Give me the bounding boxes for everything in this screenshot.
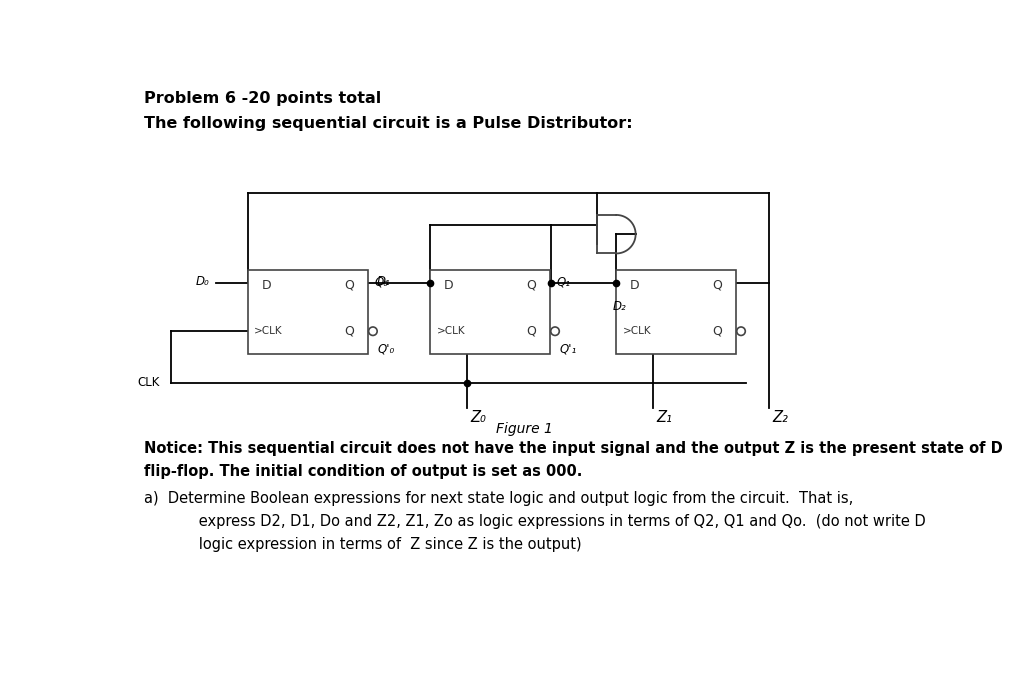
Text: D: D [444, 279, 454, 292]
Text: >CLK: >CLK [623, 326, 651, 336]
Text: Q: Q [526, 325, 537, 338]
Text: D₀: D₀ [196, 276, 209, 289]
Text: Z₁: Z₁ [656, 409, 673, 425]
Text: Z₂: Z₂ [772, 409, 787, 425]
Text: Problem 6 -20 points total: Problem 6 -20 points total [143, 91, 381, 106]
Text: Q₁: Q₁ [557, 276, 570, 289]
Text: D₁: D₁ [376, 276, 390, 289]
Text: D: D [630, 279, 640, 292]
Text: Figure 1: Figure 1 [497, 422, 553, 436]
Text: >CLK: >CLK [254, 326, 283, 336]
Circle shape [369, 327, 377, 335]
Text: logic expression in terms of  Z since Z is the output): logic expression in terms of Z since Z i… [171, 537, 582, 552]
Text: CLK: CLK [137, 376, 160, 389]
Text: Z₀: Z₀ [471, 409, 486, 425]
Text: The following sequential circuit is a Pulse Distributor:: The following sequential circuit is a Pu… [143, 116, 632, 130]
Circle shape [551, 327, 559, 335]
Bar [248, 270, 369, 355]
Text: Q: Q [713, 325, 722, 338]
Text: Q'₁: Q'₁ [560, 342, 577, 355]
Text: Q'₀: Q'₀ [378, 342, 395, 355]
Text: a)  Determine Boolean expressions for next state logic and output logic from the: a) Determine Boolean expressions for nex… [143, 491, 853, 506]
Text: Q: Q [344, 325, 354, 338]
Bar [430, 270, 550, 355]
Text: >CLK: >CLK [436, 326, 465, 336]
Text: D: D [262, 279, 271, 292]
Text: Q: Q [344, 279, 354, 292]
Text: Q: Q [526, 279, 537, 292]
Circle shape [736, 327, 745, 335]
Text: Q: Q [713, 279, 722, 292]
Text: Notice: This sequential circuit does not have the input signal and the output Z : Notice: This sequential circuit does not… [143, 441, 1002, 455]
Text: Q₀: Q₀ [375, 276, 388, 289]
Text: express D2, D1, Do and Z2, Z1, Zo as logic expressions in terms of Q2, Q1 and Qo: express D2, D1, Do and Z2, Z1, Zo as log… [171, 514, 926, 529]
Text: flip-flop. The initial condition of output is set as 000.: flip-flop. The initial condition of outp… [143, 464, 582, 479]
Bar [616, 270, 736, 355]
Text: D₂: D₂ [613, 301, 627, 314]
